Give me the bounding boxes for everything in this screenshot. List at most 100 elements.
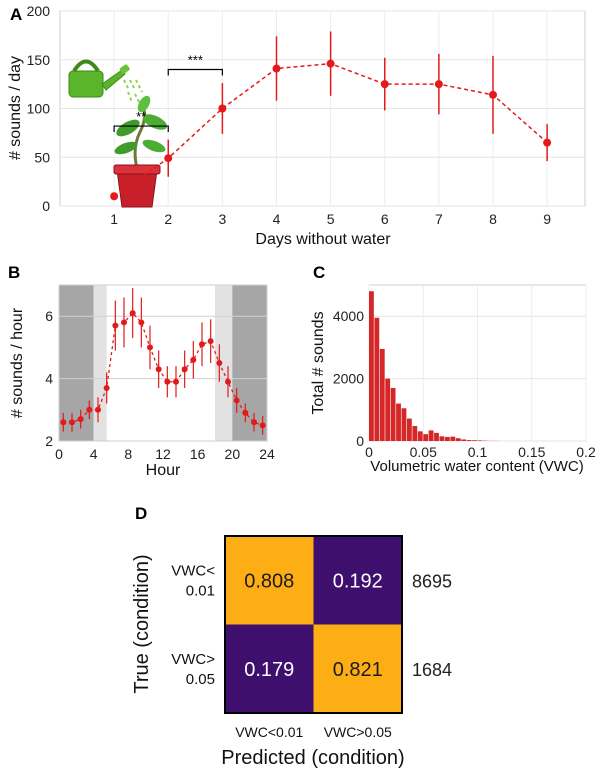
data-point	[110, 192, 119, 201]
histogram-bar	[434, 432, 439, 441]
data-point	[216, 360, 223, 366]
y-tick-label: 2	[45, 433, 53, 449]
panel-a-ylabel: # sounds / day	[7, 56, 24, 160]
panel-a-y-ticks: 0 50 100 150 200	[27, 3, 51, 214]
panel-d-xlabel: Predicted (condition)	[221, 747, 404, 769]
data-point	[218, 104, 227, 113]
matrix-value: 0.808	[244, 570, 294, 592]
row-label: 0.05	[186, 671, 215, 688]
x-tick-label: 9	[543, 211, 551, 227]
histogram-bar	[455, 438, 461, 441]
panel-a-significance: *****	[113, 53, 223, 133]
histogram-bar	[466, 440, 472, 441]
x-tick-label: 0.15	[518, 444, 545, 460]
y-tick-label: 150	[27, 52, 51, 68]
data-point	[233, 397, 240, 404]
row-label: VWC>	[171, 651, 215, 668]
data-point	[207, 338, 214, 345]
y-tick-label: 200	[27, 3, 51, 19]
y-tick-label: 100	[27, 101, 51, 117]
histogram-bar	[406, 418, 412, 441]
data-point	[181, 366, 188, 373]
watering-can-icon	[68, 59, 130, 98]
data-point	[77, 416, 84, 423]
data-point	[251, 419, 257, 426]
panel-d-label: D	[135, 504, 147, 523]
matrix-cell	[313, 536, 402, 625]
x-tick-label: 4	[273, 211, 281, 227]
matrix-value: 0.821	[333, 659, 383, 681]
panel-b-label: B	[8, 263, 20, 282]
matrix-cell	[225, 624, 314, 713]
row-label: VWC<	[171, 562, 215, 579]
panel-c-x-ticks: 0 0.05 0.1 0.15 0.2	[365, 444, 596, 460]
water-drops-icon	[123, 79, 143, 105]
panel-b-x-ticks: 0 4 8 12 16 20 24	[55, 446, 275, 462]
panel-c-y-ticks: 0 2000 4000	[333, 308, 364, 449]
panel-c-bars	[369, 291, 499, 441]
panel-a-xlabel: Days without water	[255, 231, 391, 248]
panel-a: A 0 50 100 150 200 1 2 3 4 5 6 7 8 9	[7, 3, 586, 248]
data-point	[86, 406, 93, 413]
y-tick-label: 4	[45, 371, 53, 387]
histogram-bar	[379, 348, 385, 441]
shade-band	[59, 285, 94, 441]
histogram-bar	[374, 317, 380, 441]
histogram-bar	[401, 408, 407, 441]
data-point	[164, 154, 173, 163]
data-point	[225, 378, 231, 385]
histogram-bar	[439, 436, 445, 441]
panel-d-row-totals: 8695 1684	[412, 571, 452, 680]
col-label: VWC>0.05	[324, 724, 392, 740]
significance-label: **	[136, 109, 146, 124]
panel-c-label: C	[313, 263, 325, 282]
x-tick-label: 12	[155, 446, 171, 462]
col-label: VWC<0.01	[235, 724, 303, 740]
x-tick-label: 6	[381, 211, 389, 227]
x-tick-label: 20	[225, 446, 241, 462]
data-point	[543, 138, 552, 147]
data-point	[95, 406, 101, 413]
x-tick-label: 16	[190, 446, 206, 462]
data-point	[138, 319, 145, 326]
y-tick-label: 6	[45, 308, 53, 324]
plant-leaves-icon	[114, 95, 168, 169]
x-tick-label: 5	[327, 211, 335, 227]
panel-d-col-labels: VWC<0.01 VWC>0.05	[235, 724, 392, 740]
panel-c: C 0 2000 4000 0 0.05 0.1 0.15 0.2 Volumetric w…	[310, 263, 596, 475]
panel-b-xlabel: Hour	[146, 462, 181, 479]
data-point	[121, 319, 127, 326]
y-tick-label: 0	[42, 198, 50, 214]
data-point	[434, 80, 443, 89]
panel-b: B 246 0 4 8 12 16 20 24 Hour # sounds / hour	[8, 263, 275, 479]
row-total: 8695	[412, 571, 452, 591]
panel-a-label: A	[10, 5, 22, 24]
data-point	[129, 310, 136, 317]
shade-band	[232, 285, 267, 441]
histogram-bar	[369, 291, 374, 441]
histogram-bar	[444, 436, 450, 441]
data-point	[60, 419, 67, 426]
data-point	[488, 90, 497, 99]
y-tick-label: 0	[356, 433, 364, 449]
row-label: 0.01	[186, 582, 215, 599]
data-point	[242, 409, 249, 416]
x-tick-label: 2	[164, 211, 172, 227]
x-tick-label: 8	[489, 211, 497, 227]
histogram-bar	[461, 439, 467, 441]
histogram-bar	[390, 387, 396, 441]
matrix-cell	[313, 624, 402, 713]
x-tick-label: 0	[55, 446, 63, 462]
watering-plant-icon	[68, 59, 168, 208]
histogram-bar	[428, 430, 434, 441]
significance-bracket	[167, 68, 223, 76]
y-tick-label: 4000	[333, 308, 364, 324]
panel-c-ylabel: Total # sounds	[310, 311, 327, 414]
row-total: 1684	[412, 660, 452, 680]
panel-b-frame	[58, 284, 268, 442]
panel-d-row-labels: VWC< 0.01 VWC> 0.05	[171, 562, 215, 688]
x-tick-label: 3	[218, 211, 226, 227]
data-point	[259, 422, 266, 429]
